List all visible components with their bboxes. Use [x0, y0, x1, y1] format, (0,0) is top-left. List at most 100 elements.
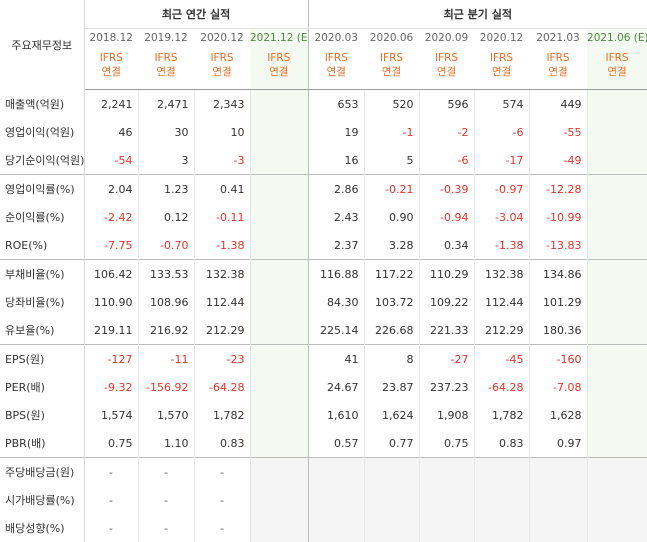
- table-row: PBR(배) 0.75 1.10 0.83 0.57 0.77 0.75 0.83 0.97: [0, 429, 647, 458]
- quarter-value-cell: [308, 486, 365, 514]
- annual-value-cell: 1.23: [138, 174, 195, 203]
- annual-value-cell: 10: [194, 118, 251, 146]
- quarter-value-cell: 116.88: [308, 259, 365, 288]
- quarter-period-header: 2020.12: [479, 32, 524, 44]
- quarter-value-cell: [364, 457, 420, 486]
- row-label: 유보율(%): [0, 316, 85, 345]
- quarter-value-cell: 520: [364, 89, 420, 118]
- quarter-value-cell: [587, 373, 647, 401]
- quarter-value-cell: 8: [364, 344, 420, 373]
- quarter-value-cell: [587, 231, 647, 260]
- annual-value-cell: [250, 146, 309, 175]
- quarter-value-cell: [364, 486, 420, 514]
- row-label: 순이익률(%): [0, 203, 85, 231]
- annual-value-cell: -127: [84, 344, 139, 373]
- quarter-period-header: 2021.06 (E): [587, 28, 647, 47]
- row-label: PBR(배): [0, 429, 85, 458]
- annual-value-cell: [250, 89, 309, 118]
- annual-value-cell: 112.44: [194, 288, 251, 316]
- row-label: ROE(%): [0, 231, 85, 260]
- table-row: 당좌비율(%) 110.90 108.96 112.44 84.30 103.72 109.…: [0, 288, 647, 316]
- quarter-value-cell: 101.29: [529, 288, 588, 316]
- quarter-value-cell: 3.28: [364, 231, 420, 260]
- quarter-value-cell: 653: [308, 89, 365, 118]
- quarter-value-cell: 112.44: [474, 288, 530, 316]
- quarter-value-cell: -3.04: [474, 203, 530, 231]
- quarter-value-cell: 237.23: [419, 373, 475, 401]
- quarter-value-cell: 596: [419, 89, 475, 118]
- table-row: 부채비율(%) 106.42 133.53 132.38 116.88 117.22 110…: [0, 259, 647, 288]
- table-row: 매출액(억원) 2,241 2,471 2,343 653 520 596 574 449: [0, 89, 647, 118]
- basis-header: IFRS 연결: [84, 47, 138, 90]
- row-label: EPS(원): [0, 344, 85, 373]
- annual-value-cell: 132.38: [194, 259, 251, 288]
- table-row: 배당성향(%) - - -: [0, 514, 647, 542]
- quarter-value-cell: [474, 514, 530, 542]
- row-label: 주당배당금(원): [0, 457, 85, 486]
- quarter-value-cell: 19: [308, 118, 365, 146]
- row-label: 부채비율(%): [0, 259, 85, 288]
- annual-value-cell: -0.11: [194, 203, 251, 231]
- quarter-value-cell: -27: [419, 344, 475, 373]
- basis-type: 연결: [156, 66, 176, 78]
- quarter-value-cell: 103.72: [364, 288, 420, 316]
- basis-type: 연결: [491, 66, 512, 78]
- quarter-value-cell: 0.77: [364, 429, 420, 458]
- quarter-value-cell: 0.57: [308, 429, 365, 458]
- quarter-value-cell: 0.90: [364, 203, 420, 231]
- quarter-value-cell: -0.21: [364, 174, 420, 203]
- quarter-value-cell: -45: [474, 344, 530, 373]
- table-row: PER(배) -9.32 -156.92 -64.28 24.67 23.87 237.23…: [0, 373, 647, 401]
- table-row: 영업이익률(%) 2.04 1.23 0.41 2.86 -0.21 -0.39 -0.97-…: [0, 174, 647, 203]
- quarter-value-cell: -6: [419, 146, 475, 175]
- quarter-value-cell: 23.87: [364, 373, 420, 401]
- quarter-value-cell: [587, 457, 647, 486]
- quarter-value-cell: -17: [474, 146, 530, 175]
- annual-period-header: 2020.12: [200, 32, 244, 44]
- quarter-value-cell: 132.38: [474, 259, 530, 288]
- quarter-value-cell: [529, 457, 588, 486]
- quarter-value-cell: 16: [308, 146, 365, 175]
- annual-value-cell: -2.42: [84, 203, 139, 231]
- annual-value-cell: 1,574: [84, 401, 139, 429]
- table-row: 유보율(%) 219.11 216.92 212.29 225.14 226.68 221.…: [0, 316, 647, 345]
- table-row: 영업이익(억원) 46 30 10 19 -1 -2 -6 -55: [0, 118, 647, 146]
- quarter-value-cell: -0.39: [419, 174, 475, 203]
- basis-type: 연결: [548, 66, 568, 78]
- quarter-value-cell: 109.22: [419, 288, 475, 316]
- annual-value-cell: [250, 118, 309, 146]
- annual-value-cell: 2.04: [84, 174, 139, 203]
- quarter-value-cell: 212.29: [474, 316, 530, 345]
- annual-value-cell: -: [84, 486, 139, 514]
- annual-value-cell: [250, 429, 309, 458]
- basis-type: 연결: [436, 66, 457, 78]
- annual-value-cell: -: [138, 514, 195, 542]
- basis-header: IFRS 연결: [529, 47, 588, 90]
- annual-value-cell: -156.92: [138, 373, 195, 401]
- quarter-value-cell: [474, 457, 530, 486]
- annual-value-cell: 108.96: [138, 288, 195, 316]
- basis-type: 연결: [269, 66, 289, 78]
- quarter-value-cell: -0.94: [419, 203, 475, 231]
- table-row: BPS(원) 1,574 1,570 1,782 1,610 1,624 1,908 1,78…: [0, 401, 647, 429]
- basis-label: IFRS: [605, 52, 629, 64]
- annual-value-cell: [250, 316, 309, 345]
- quarter-period-header: 2020.09: [424, 32, 469, 44]
- annual-period-header: 2021.12 (E): [250, 28, 309, 47]
- annual-value-cell: 106.42: [84, 259, 139, 288]
- row-label: PER(배): [0, 373, 85, 401]
- quarter-value-cell: -1.38: [474, 231, 530, 260]
- annual-value-cell: -: [194, 514, 251, 542]
- corner-label: 주요재무정보: [0, 0, 85, 90]
- basis-type: 연결: [212, 66, 232, 78]
- quarter-value-cell: 134.86: [529, 259, 588, 288]
- annual-value-cell: 2,343: [194, 89, 251, 118]
- row-label: BPS(원): [0, 401, 85, 429]
- row-label: 영업이익률(%): [0, 174, 85, 203]
- basis-header: IFRS 연결: [138, 47, 194, 90]
- annual-value-cell: 110.90: [84, 288, 139, 316]
- quarter-value-cell: [587, 203, 647, 231]
- quarter-value-cell: 574: [474, 89, 530, 118]
- quarter-value-cell: [587, 344, 647, 373]
- basis-label: IFRS: [99, 52, 123, 64]
